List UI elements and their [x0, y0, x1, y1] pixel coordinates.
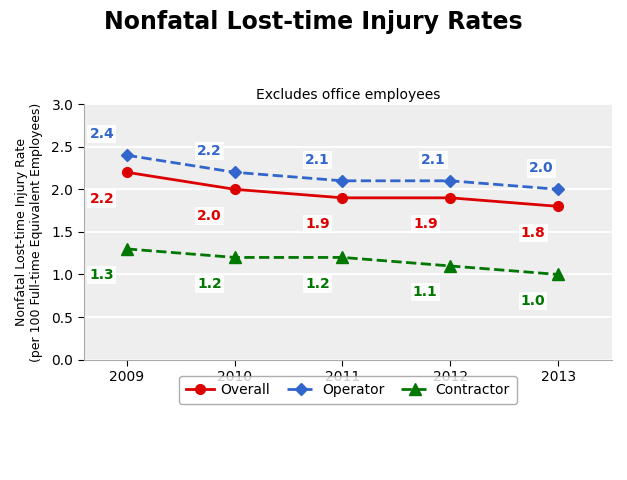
- Text: 1.9: 1.9: [413, 217, 438, 231]
- Contractor: [231, 254, 238, 260]
- Text: 2.4: 2.4: [90, 127, 114, 142]
- Text: 2.2: 2.2: [90, 192, 114, 206]
- Operator: [231, 169, 238, 175]
- Contractor: [339, 254, 346, 260]
- Line: Overall: Overall: [122, 168, 563, 211]
- Text: 1.2: 1.2: [305, 277, 330, 291]
- Text: 2.1: 2.1: [421, 153, 446, 167]
- Text: 2.2: 2.2: [198, 144, 222, 158]
- Line: Contractor: Contractor: [121, 243, 564, 280]
- Operator: [446, 178, 454, 184]
- Overall: [123, 169, 130, 175]
- Text: 1.1: 1.1: [413, 286, 438, 300]
- Operator: [123, 152, 130, 158]
- Line: Operator: Operator: [123, 151, 562, 193]
- Text: 2.0: 2.0: [198, 209, 222, 223]
- Text: 1.8: 1.8: [520, 226, 545, 240]
- Overall: [554, 204, 562, 209]
- Contractor: [446, 263, 454, 269]
- Overall: [231, 186, 238, 192]
- Operator: [554, 186, 562, 192]
- Contractor: [123, 246, 130, 252]
- Text: 1.0: 1.0: [521, 294, 545, 308]
- Overall: [446, 195, 454, 201]
- Text: Nonfatal Lost-time Injury Rates: Nonfatal Lost-time Injury Rates: [104, 10, 523, 34]
- Text: 2.1: 2.1: [305, 153, 330, 167]
- Operator: [339, 178, 346, 184]
- Overall: [339, 195, 346, 201]
- Text: 1.3: 1.3: [90, 268, 114, 282]
- Contractor: [554, 272, 562, 277]
- Legend: Overall, Operator, Contractor: Overall, Operator, Contractor: [179, 376, 517, 404]
- Text: 2.0: 2.0: [529, 161, 554, 175]
- Y-axis label: Nonfatal Lost-time Injury Rate
(per 100 Full-time Equivalent Employees): Nonfatal Lost-time Injury Rate (per 100 …: [15, 102, 43, 361]
- Text: 1.9: 1.9: [305, 217, 330, 231]
- Title: Excludes office employees: Excludes office employees: [256, 87, 440, 102]
- Text: 1.2: 1.2: [198, 277, 222, 291]
